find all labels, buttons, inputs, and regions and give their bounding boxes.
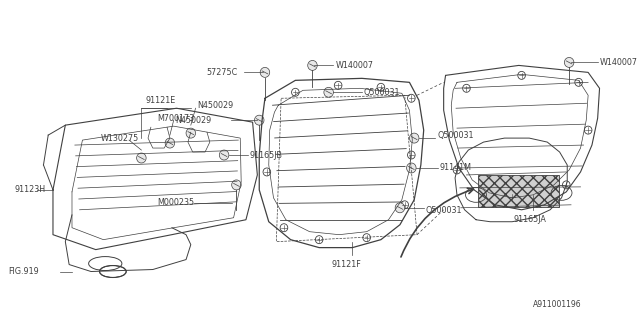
Text: Q500031: Q500031 — [426, 206, 462, 215]
Circle shape — [260, 68, 269, 77]
Circle shape — [410, 133, 419, 143]
Text: W140007: W140007 — [600, 58, 637, 67]
Text: N450029: N450029 — [198, 101, 234, 110]
Text: 91123H: 91123H — [15, 185, 46, 194]
Circle shape — [564, 58, 574, 68]
Circle shape — [186, 128, 196, 138]
Circle shape — [232, 180, 241, 190]
Text: Q500031: Q500031 — [364, 88, 400, 97]
Text: Q500031: Q500031 — [437, 131, 474, 140]
Text: M700173: M700173 — [157, 114, 195, 123]
Circle shape — [324, 87, 333, 97]
Text: 91141M: 91141M — [440, 164, 472, 172]
Text: 57275C: 57275C — [206, 68, 237, 77]
Text: FIG.919: FIG.919 — [8, 267, 39, 276]
Text: W130275: W130275 — [100, 133, 139, 143]
Circle shape — [255, 115, 264, 125]
Circle shape — [136, 153, 146, 163]
Circle shape — [406, 163, 416, 173]
Text: M000235: M000235 — [157, 198, 195, 207]
Text: 91121F: 91121F — [332, 260, 361, 269]
Text: A911001196: A911001196 — [533, 300, 582, 309]
Text: 91165JB: 91165JB — [250, 150, 283, 160]
Circle shape — [308, 60, 317, 70]
Text: W140007: W140007 — [335, 61, 373, 70]
Circle shape — [220, 150, 229, 160]
Bar — [478, 175, 559, 207]
Text: 91121E: 91121E — [145, 96, 175, 105]
Circle shape — [395, 203, 404, 213]
Circle shape — [165, 138, 175, 148]
Text: 91165JA: 91165JA — [514, 215, 547, 224]
Text: N450029: N450029 — [175, 116, 212, 125]
